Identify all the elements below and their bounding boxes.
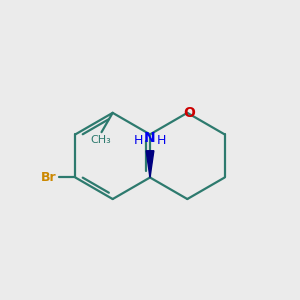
- Text: CH₃: CH₃: [91, 136, 111, 146]
- Text: O: O: [183, 106, 195, 120]
- Text: H: H: [157, 134, 166, 147]
- Text: N: N: [144, 131, 156, 145]
- Polygon shape: [146, 151, 154, 178]
- Text: H: H: [134, 134, 143, 147]
- Text: Br: Br: [41, 171, 56, 184]
